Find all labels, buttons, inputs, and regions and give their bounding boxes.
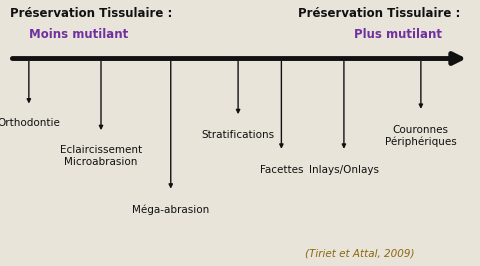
Text: Inlays/Onlays: Inlays/Onlays xyxy=(308,165,378,175)
Text: Couronnes
Périphériques: Couronnes Périphériques xyxy=(384,125,456,147)
Text: Orthodontie: Orthodontie xyxy=(0,118,60,128)
Text: Stratifications: Stratifications xyxy=(201,130,274,140)
Text: Préservation Tissulaire :: Préservation Tissulaire : xyxy=(10,7,172,20)
Text: Facettes: Facettes xyxy=(259,165,302,175)
Text: Eclaircissement
Microabrasion: Eclaircissement Microabrasion xyxy=(60,145,142,167)
Text: (Tiriet et Attal, 2009): (Tiriet et Attal, 2009) xyxy=(305,248,414,258)
Text: Préservation Tissulaire :: Préservation Tissulaire : xyxy=(298,7,460,20)
Text: Moins mutilant: Moins mutilant xyxy=(29,28,128,41)
Text: Plus mutilant: Plus mutilant xyxy=(353,28,441,41)
Text: Méga-abrasion: Méga-abrasion xyxy=(132,205,209,215)
